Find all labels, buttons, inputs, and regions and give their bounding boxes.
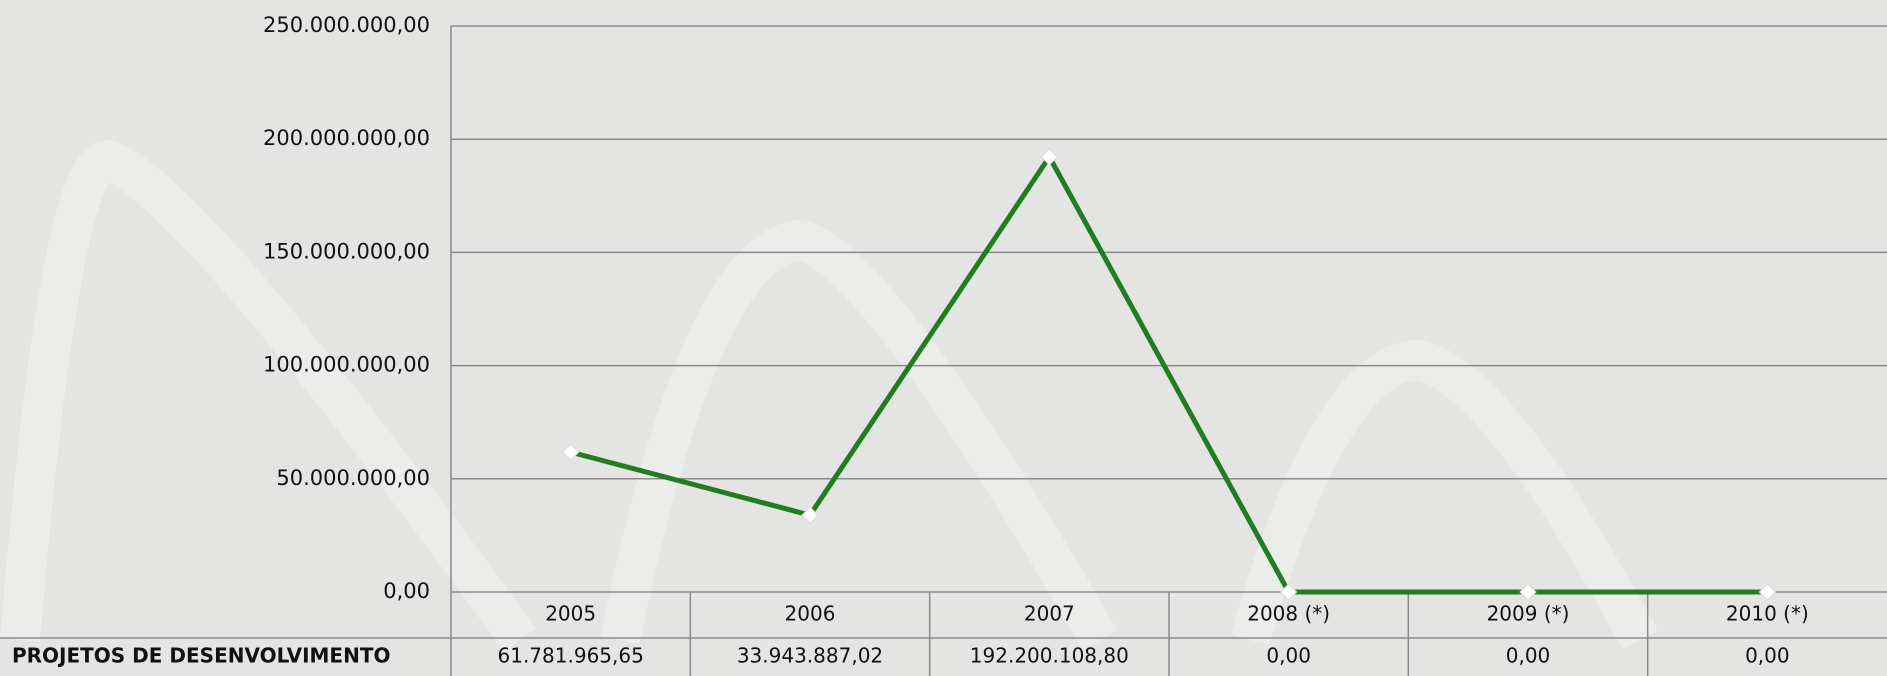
x-tick-label: 2007 — [1024, 602, 1075, 626]
x-tick-label: 2010 (*) — [1726, 602, 1809, 626]
data-label: 0,00 — [1745, 644, 1790, 668]
data-point — [1759, 584, 1775, 600]
data-label: 61.781.965,65 — [498, 644, 644, 668]
x-tick-label: 2006 — [785, 602, 836, 626]
data-label: 0,00 — [1266, 644, 1311, 668]
background-decoration — [20, 160, 1640, 640]
x-tick-label: 2009 (*) — [1487, 602, 1570, 626]
y-tick-label: 250.000.000,00 — [263, 13, 430, 37]
chart: 0,00 50.000.000,00 100.000.000,00 150.000.0… — [0, 0, 1887, 676]
y-tick-label: 0,00 — [383, 579, 430, 603]
y-tick-label: 100.000.000,00 — [263, 353, 430, 377]
page: {"chart_data": {"type": "line", "categor… — [0, 0, 1887, 676]
legend-label: PROJETOS DE DESENVOLVIMENTO — [12, 644, 390, 668]
y-tick-label: 50.000.000,00 — [276, 466, 430, 490]
data-label: 192.200.108,80 — [970, 644, 1129, 668]
data-point — [1520, 584, 1536, 600]
data-label: 33.943.887,02 — [737, 644, 883, 668]
data-point — [563, 444, 579, 460]
y-tick-label: 150.000.000,00 — [263, 239, 430, 263]
data-label: 0,00 — [1506, 644, 1551, 668]
x-tick-label: 2008 (*) — [1247, 602, 1330, 626]
y-tick-label: 200.000.000,00 — [263, 126, 430, 150]
x-tick-label: 2005 — [545, 602, 596, 626]
